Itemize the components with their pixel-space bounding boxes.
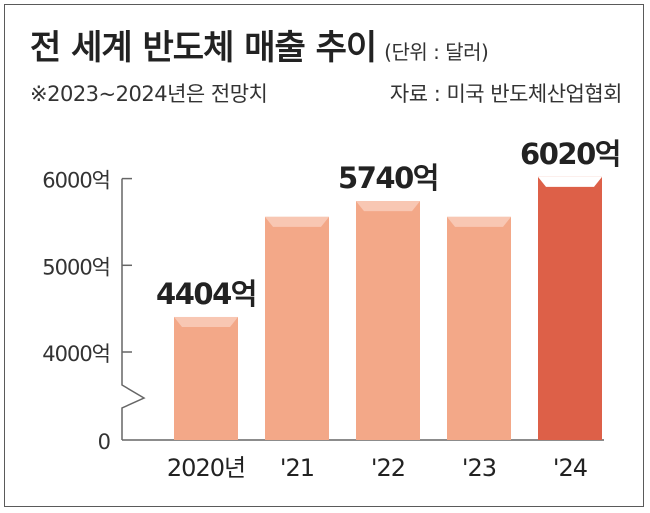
data-label-2: 5740억	[338, 161, 438, 195]
unit-label: (단위 : 달러)	[384, 40, 489, 64]
bar-cap-2	[356, 201, 420, 212]
bar-cap-0	[174, 316, 238, 327]
x-tick-label-4: '24	[553, 454, 587, 482]
data-label-4: 6020억	[520, 137, 620, 171]
bar-cap-1	[265, 216, 329, 227]
y-tick-label-6000: 6000억	[42, 169, 110, 193]
y-tick-label-0: 0	[98, 430, 110, 454]
y-tick-label-4000: 4000억	[42, 342, 110, 366]
title-row: 전 세계 반도체 매출 추이 (단위 : 달러)	[30, 20, 489, 69]
bar-cap-4	[538, 176, 602, 187]
x-tick-label-1: '21	[280, 454, 314, 482]
bar-0	[174, 316, 238, 440]
forecast-note: ※2023~2024년은 전망치	[30, 82, 268, 106]
y-axis-line-with-break	[121, 178, 146, 440]
y-tick-label-5000: 5000억	[42, 255, 110, 279]
bar-1	[265, 216, 329, 440]
bar-2	[356, 201, 420, 440]
subtitle-row: ※2023~2024년은 전망치 자료 : 미국 반도체산업협회	[30, 78, 623, 108]
bar-3	[447, 216, 511, 440]
x-tick-label-0: 2020년	[167, 454, 245, 482]
bar-cap-3	[447, 216, 511, 227]
x-tick-label-3: '23	[462, 454, 496, 482]
data-label-0: 4404억	[156, 277, 256, 311]
bar-4	[538, 176, 602, 440]
chart-title: 전 세계 반도체 매출 추이	[30, 28, 377, 68]
x-tick-label-2: '22	[371, 454, 405, 482]
source-label: 자료 : 미국 반도체산업협회	[389, 82, 623, 106]
